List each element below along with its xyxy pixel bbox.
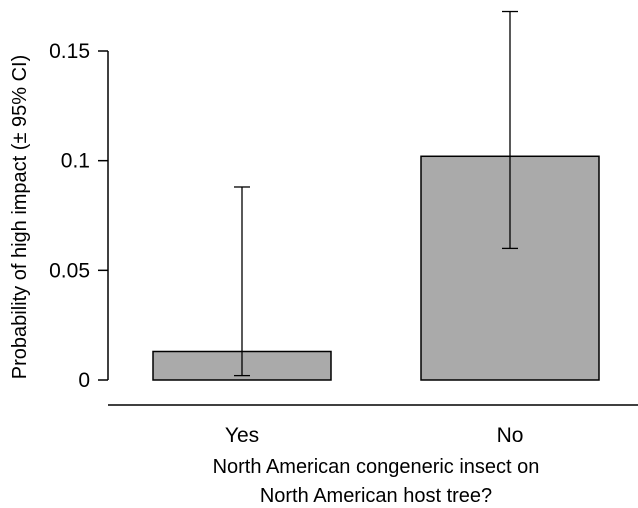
y-axis-title: Probability of high impact (± 95% CI)	[9, 55, 31, 379]
x-axis-title-line-2: North American host tree?	[260, 485, 492, 507]
x-category-label: Yes	[225, 424, 259, 447]
bar-no	[420, 155, 600, 381]
y-tick-label: 0.05	[49, 259, 90, 282]
x-category-label: No	[497, 424, 524, 447]
y-axis: 0 0.05 0.1 0.15	[49, 40, 109, 392]
error-bar-yes	[234, 186, 250, 377]
error-bars	[234, 10, 518, 377]
bars	[152, 155, 600, 381]
y-tick-label: 0	[78, 369, 90, 392]
error-bar-no	[502, 10, 518, 250]
y-tick-label: 0.1	[61, 150, 90, 173]
x-categories: Yes No	[225, 424, 524, 447]
y-tick-label: 0.15	[49, 40, 90, 63]
x-axis-title-line-1: North American congeneric insect on	[213, 456, 540, 478]
